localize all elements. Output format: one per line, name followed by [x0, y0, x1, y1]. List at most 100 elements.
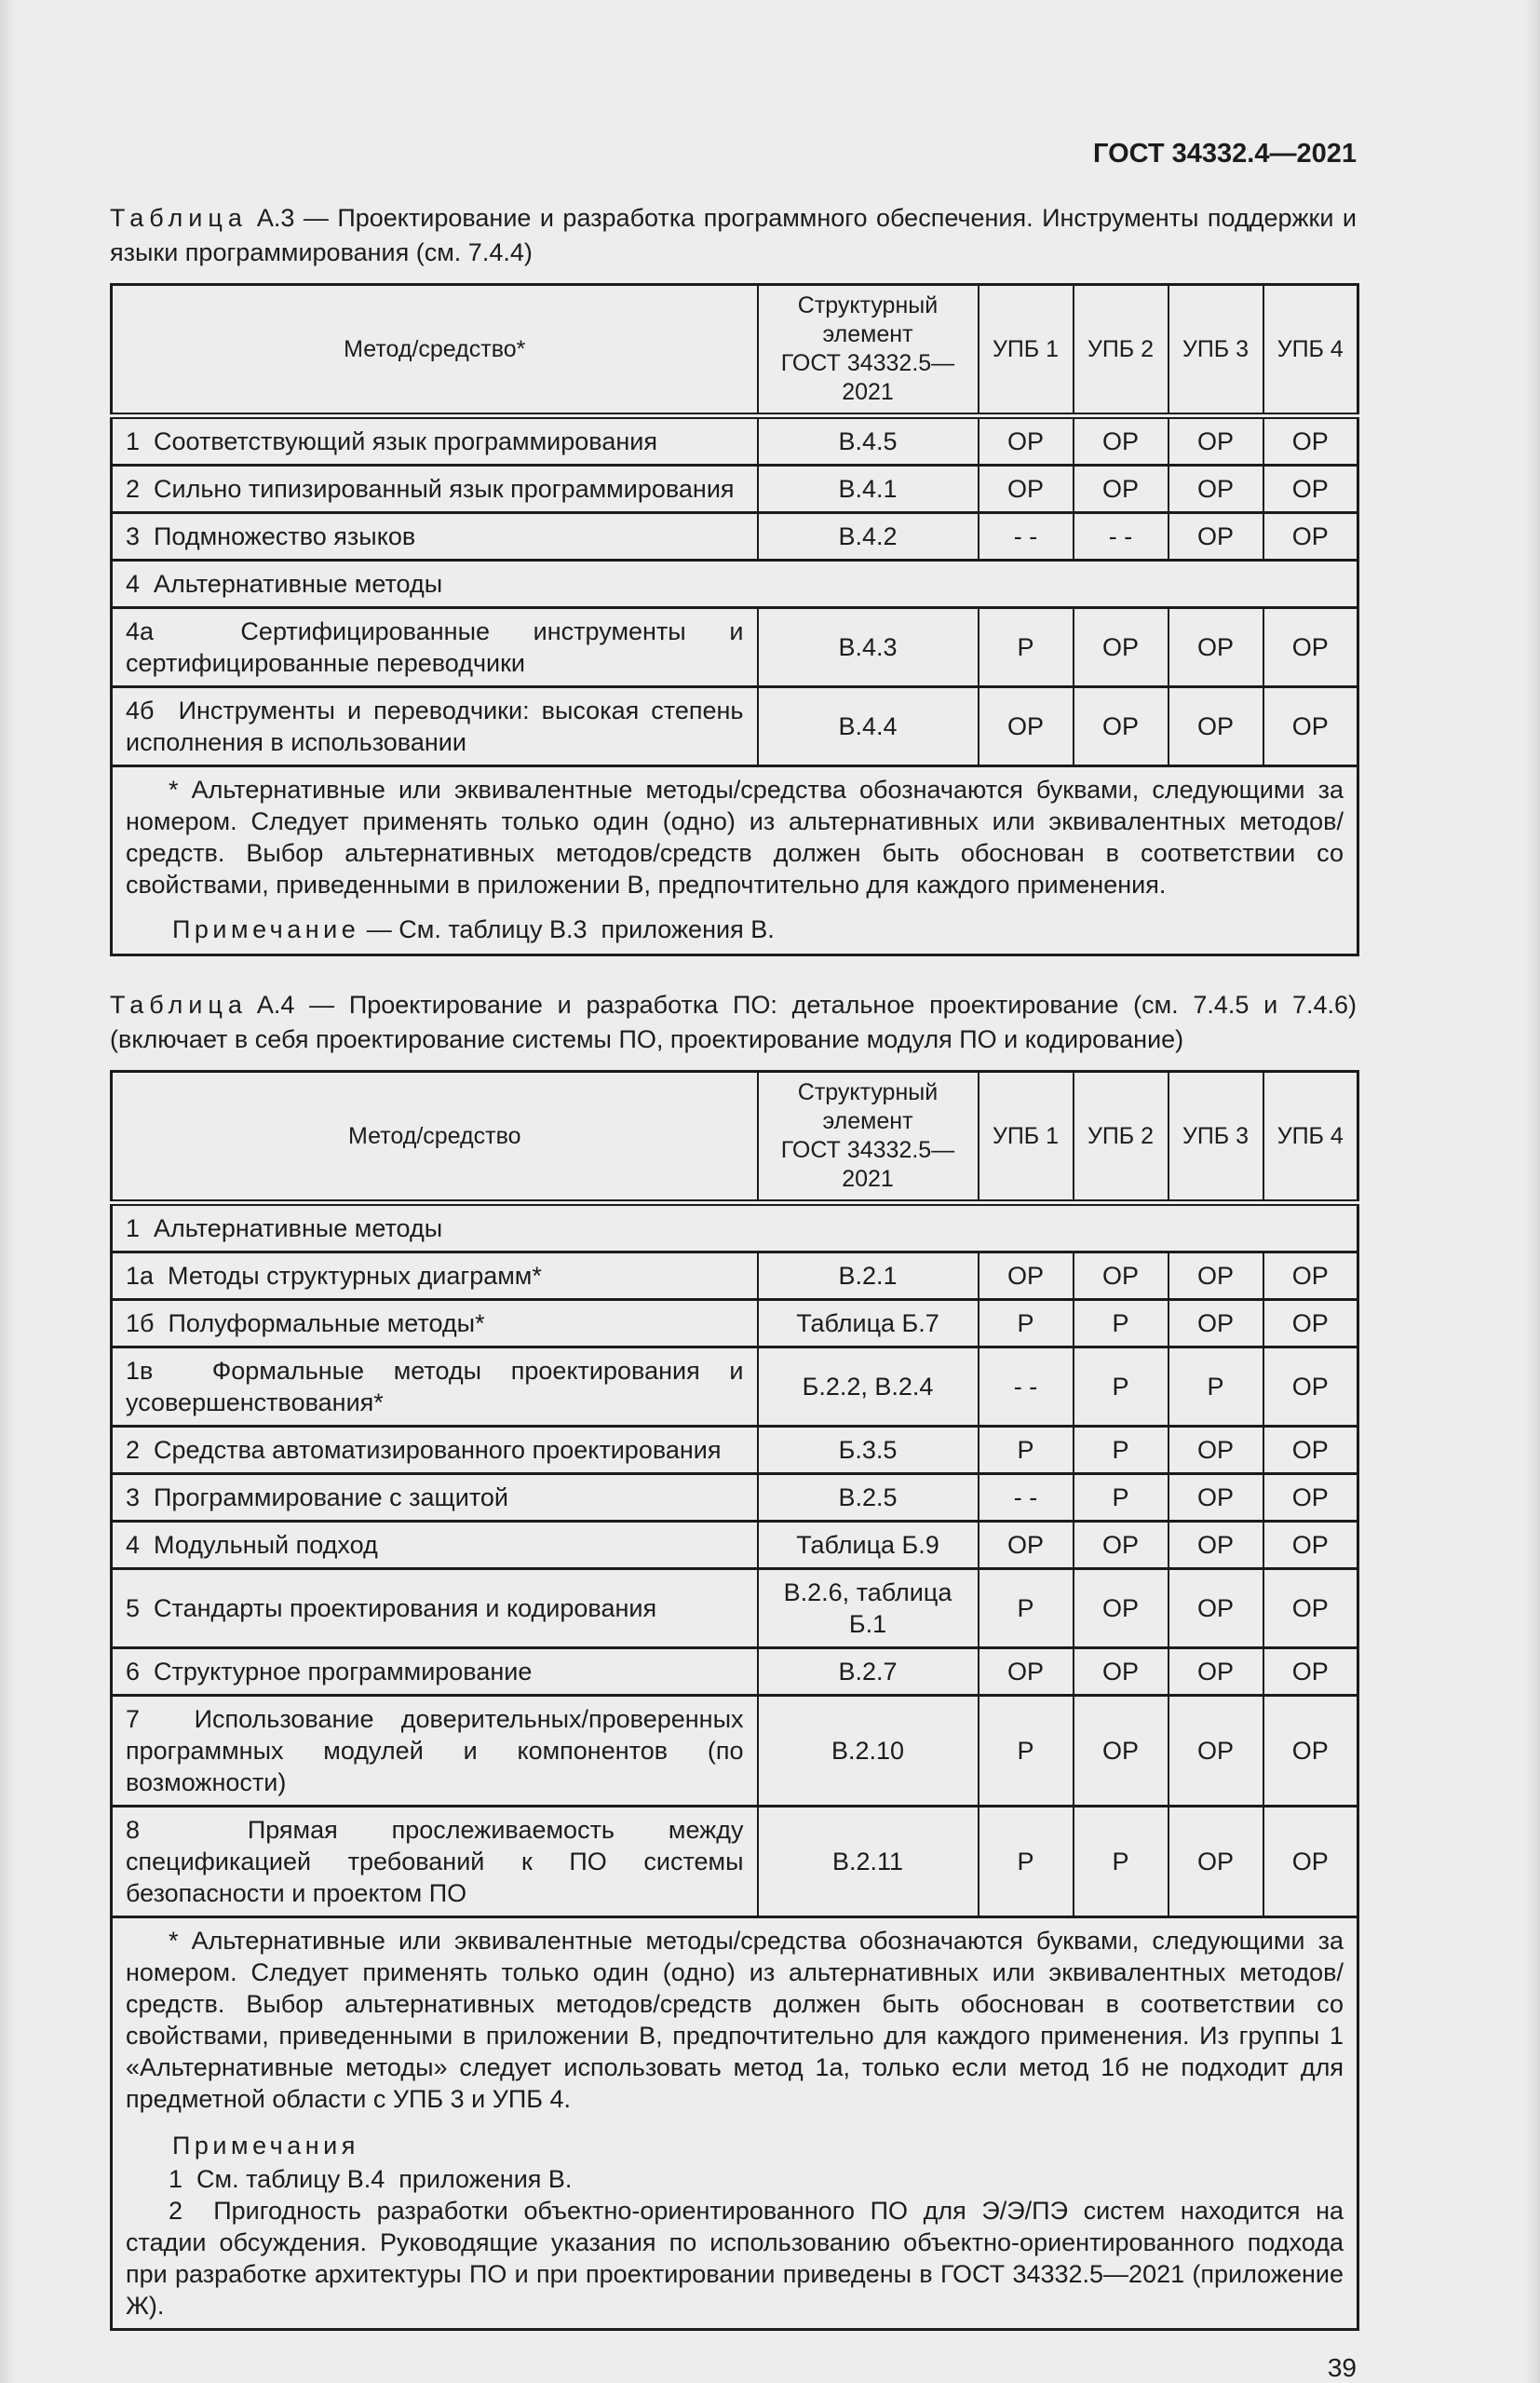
- footnote-paragraph: * Альтернативные или эквивалентные метод…: [126, 776, 1344, 899]
- upb-cell: ОР: [1167, 606, 1264, 688]
- ref-cell: В.2.1: [756, 1251, 979, 1301]
- upb-cell: ОР: [1167, 414, 1264, 467]
- table-a3-caption-label: Таблица: [110, 204, 248, 232]
- ref-cell: В.2.10: [756, 1694, 979, 1808]
- upb-cell: ОР: [1167, 1425, 1264, 1475]
- method-cell: 5 Стандарты проектирования и кодирования: [110, 1567, 759, 1649]
- upb-cell: ОР: [1167, 1520, 1264, 1570]
- upb-cell: ОР: [1072, 464, 1169, 514]
- upb-cell: ОР: [977, 685, 1074, 767]
- upb-cell: - -: [1072, 511, 1169, 562]
- table-head: Метод/средство Структурный элемент ГОСТ 34…: [110, 1070, 1359, 1206]
- upb-cell: ОР: [1072, 1520, 1169, 1570]
- ref-cell: В.4.3: [756, 606, 979, 688]
- upb-cell: ОР: [1167, 511, 1264, 562]
- group-row-cell: 4 Альтернативные методы: [110, 559, 1359, 609]
- method-cell: 8 Прямая прослеживаемость между специфик…: [110, 1805, 759, 1918]
- ref-cell: В.2.11: [756, 1805, 979, 1918]
- upb-cell: ОР: [1072, 606, 1169, 688]
- column-header: Структурный элемент ГОСТ 34332.5—2021: [756, 1070, 979, 1206]
- upb-cell: ОР: [977, 1520, 1074, 1570]
- column-header: УПБ 2: [1072, 1070, 1169, 1206]
- group-row-cell: 1 Альтернативные методы: [110, 1201, 1359, 1253]
- footnote-cell: * Альтернативные или эквивалентные метод…: [110, 1916, 1359, 2331]
- column-header: УПБ 2: [1072, 283, 1169, 419]
- upb-cell: ОР: [1262, 1298, 1359, 1348]
- ref-cell: В.2.6, таблица Б.1: [756, 1567, 979, 1649]
- footnote-row: * Альтернативные или эквивалентные метод…: [110, 1916, 1359, 2331]
- ref-cell: В.4.5: [756, 414, 979, 467]
- table-row: 3 Программирование с защитой В.2.5- - Р ОР О…: [110, 1472, 1359, 1523]
- footnote-paragraph: * Альтернативные или эквивалентные метод…: [126, 1927, 1344, 2113]
- ref-cell: В.2.5: [756, 1472, 979, 1523]
- note: Примечание — См. таблицу В.3 приложения …: [172, 915, 775, 943]
- upb-cell: ОР: [1167, 1694, 1264, 1808]
- header-row: Метод/средство* Структурный элемент ГОСТ 3…: [110, 283, 1359, 419]
- column-header: УПБ 3: [1167, 1070, 1264, 1206]
- upb-cell: ОР: [1262, 1425, 1359, 1475]
- upb-cell: ОР: [1167, 464, 1264, 514]
- upb-cell: ОР: [1262, 606, 1359, 688]
- table-row: 1в Формальные методы проектирования и ус…: [110, 1346, 1359, 1428]
- upb-cell: ОР: [1262, 1251, 1359, 1301]
- method-cell: 1а Методы структурных диаграмм*: [110, 1251, 759, 1301]
- table-row: 2 Средства автоматизированного проектиро…: [110, 1425, 1359, 1475]
- upb-cell: ОР: [1072, 1694, 1169, 1808]
- method-cell: 6 Структурное программирование: [110, 1646, 759, 1697]
- table-row: 1б Полуформальные методы* Таблица Б.7 Р Р ОР…: [110, 1298, 1359, 1348]
- table-a4: Метод/средство Структурный элемент ГОСТ 34…: [110, 1070, 1359, 2331]
- table-row: 4 Альтернативные методы: [110, 559, 1359, 609]
- footnote-row: * Альтернативные или эквивалентные метод…: [110, 765, 1359, 956]
- upb-cell: ОР: [1167, 1646, 1264, 1697]
- upb-cell: ОР: [1262, 685, 1359, 767]
- table-body: 1 Альтернативные методы 1а Методы структу…: [110, 1201, 1359, 2331]
- upb-cell: - -: [977, 1346, 1074, 1428]
- footnote-cell: * Альтернативные или эквивалентные метод…: [110, 765, 1359, 956]
- upb-cell: ОР: [977, 414, 1074, 467]
- note-label: Примечание: [172, 915, 360, 943]
- upb-cell: ОР: [1072, 1251, 1169, 1301]
- table-a4-caption-text: А.4 — Проектирование и разработка ПО: де…: [110, 991, 1357, 1053]
- upb-cell: ОР: [1167, 685, 1264, 767]
- upb-cell: - -: [977, 1472, 1074, 1523]
- column-header: УПБ 3: [1167, 283, 1264, 419]
- upb-cell: Р: [1072, 1346, 1169, 1428]
- table-row: 1а Методы структурных диаграмм* В.2.1 ОР ОР…: [110, 1251, 1359, 1301]
- ref-cell: Б.3.5: [756, 1425, 979, 1475]
- ref-cell: В.2.7: [756, 1646, 979, 1697]
- document-page: ГОСТ 34332.4—2021 Таблица А.3 — Проектиро…: [110, 0, 1359, 2383]
- method-cell: 4 Модульный подход: [110, 1520, 759, 1570]
- notes-heading: Примечания: [126, 2130, 1344, 2161]
- column-header: УПБ 1: [977, 1070, 1074, 1206]
- method-cell: 7 Использование доверительных/проверенны…: [110, 1694, 759, 1808]
- column-header: Метод/средство: [110, 1070, 759, 1206]
- column-header-line: Структурный элемент: [797, 1079, 939, 1134]
- upb-cell: ОР: [977, 464, 1074, 514]
- upb-cell: - -: [977, 511, 1074, 562]
- table-a3-caption: Таблица А.3 — Проектирование и разработка…: [110, 201, 1357, 270]
- upb-cell: ОР: [1167, 1251, 1264, 1301]
- upb-cell: Р: [977, 1298, 1074, 1348]
- upb-cell: ОР: [1167, 1805, 1264, 1918]
- upb-cell: ОР: [977, 1251, 1074, 1301]
- column-header: Метод/средство*: [110, 283, 759, 419]
- method-cell: 2 Сильно типизированный язык программиро…: [110, 464, 759, 514]
- upb-cell: Р: [1072, 1298, 1169, 1348]
- table-row: 6 Структурное программирование В.2.7 ОР ОР О…: [110, 1646, 1359, 1697]
- upb-cell: Р: [977, 1694, 1074, 1808]
- upb-cell: ОР: [1262, 1694, 1359, 1808]
- page-number: 39: [1327, 2353, 1357, 2382]
- upb-cell: ОР: [1167, 1472, 1264, 1523]
- upb-cell: ОР: [977, 1646, 1074, 1697]
- method-cell: 3 Программирование с защитой: [110, 1472, 759, 1523]
- upb-cell: ОР: [1262, 414, 1359, 467]
- table-row: 8 Прямая прослеживаемость между специфик…: [110, 1805, 1359, 1918]
- ref-cell: Б.2.2, В.2.4: [756, 1346, 979, 1428]
- table-body: 1 Соответствующий язык программирования В…: [110, 414, 1359, 956]
- method-cell: 4а Сертифицированные инструменты и серти…: [110, 606, 759, 688]
- table-row: 4а Сертифицированные инструменты и серти…: [110, 606, 1359, 688]
- method-cell: 3 Подмножество языков: [110, 511, 759, 562]
- ref-cell: Таблица Б.9: [756, 1520, 979, 1570]
- table-row: 1 Соответствующий язык программирования В…: [110, 414, 1359, 467]
